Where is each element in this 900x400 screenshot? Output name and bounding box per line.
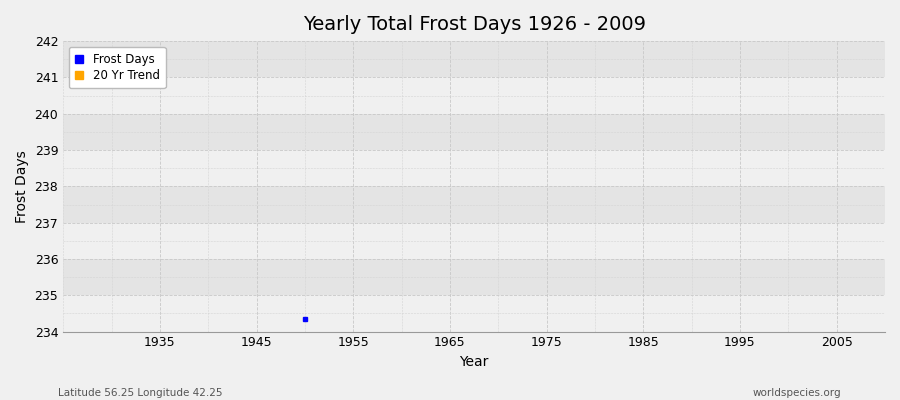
- Bar: [63, 186, 885, 223]
- Bar: [63, 78, 885, 114]
- Legend: Frost Days, 20 Yr Trend: Frost Days, 20 Yr Trend: [69, 47, 166, 88]
- Y-axis label: Frost Days: Frost Days: [15, 150, 29, 223]
- X-axis label: Year: Year: [459, 355, 489, 369]
- Bar: [63, 259, 885, 295]
- Title: Yearly Total Frost Days 1926 - 2009: Yearly Total Frost Days 1926 - 2009: [302, 15, 645, 34]
- Text: Latitude 56.25 Longitude 42.25: Latitude 56.25 Longitude 42.25: [58, 388, 223, 398]
- Bar: [63, 41, 885, 78]
- Bar: [63, 295, 885, 332]
- Text: worldspecies.org: worldspecies.org: [753, 388, 842, 398]
- Bar: [63, 223, 885, 259]
- Bar: [63, 114, 885, 150]
- Bar: [63, 150, 885, 186]
